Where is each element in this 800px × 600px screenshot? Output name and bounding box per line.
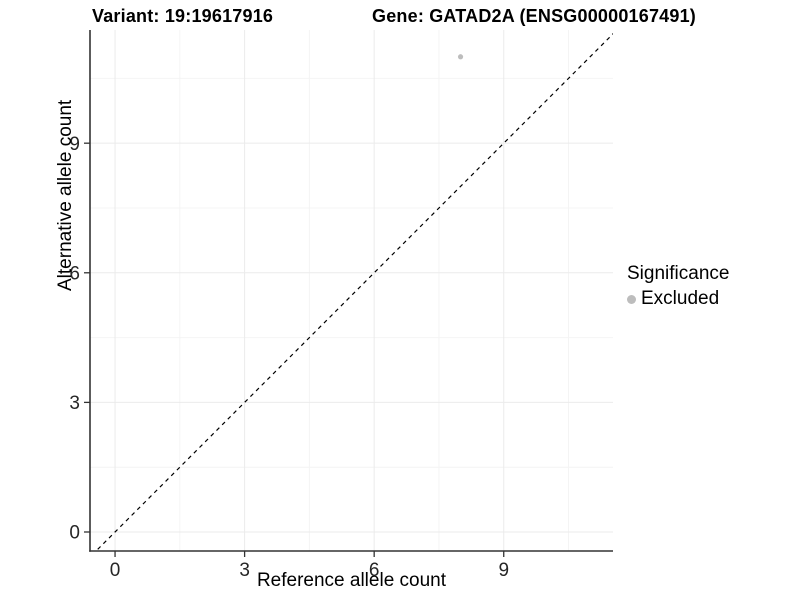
y-tick-label: 0 [69, 523, 80, 544]
y-tick-label: 6 [69, 263, 80, 284]
identity-reference-line [95, 33, 613, 551]
variant-title: Variant: 19:19617916 [92, 6, 274, 26]
legend-item-label: Excluded [641, 288, 720, 309]
x-tick-label: 0 [110, 560, 121, 581]
legend: Significance Excluded [627, 263, 729, 310]
gene-title: Gene: GATAD2A (ENSG00000167491) [372, 6, 696, 26]
excluded-point-icon [627, 294, 636, 304]
x-tick-label: 9 [498, 560, 509, 581]
x-tick-label: 6 [369, 560, 380, 581]
legend-item-excluded: Excluded [627, 288, 729, 310]
y-tick-label: 3 [69, 393, 80, 414]
legend-title: Significance [627, 263, 730, 284]
y-tick-label: 9 [69, 134, 80, 155]
x-tick-label: 3 [239, 560, 250, 581]
x-axis-title: Reference allele count [256, 570, 447, 591]
data-point [457, 54, 464, 60]
